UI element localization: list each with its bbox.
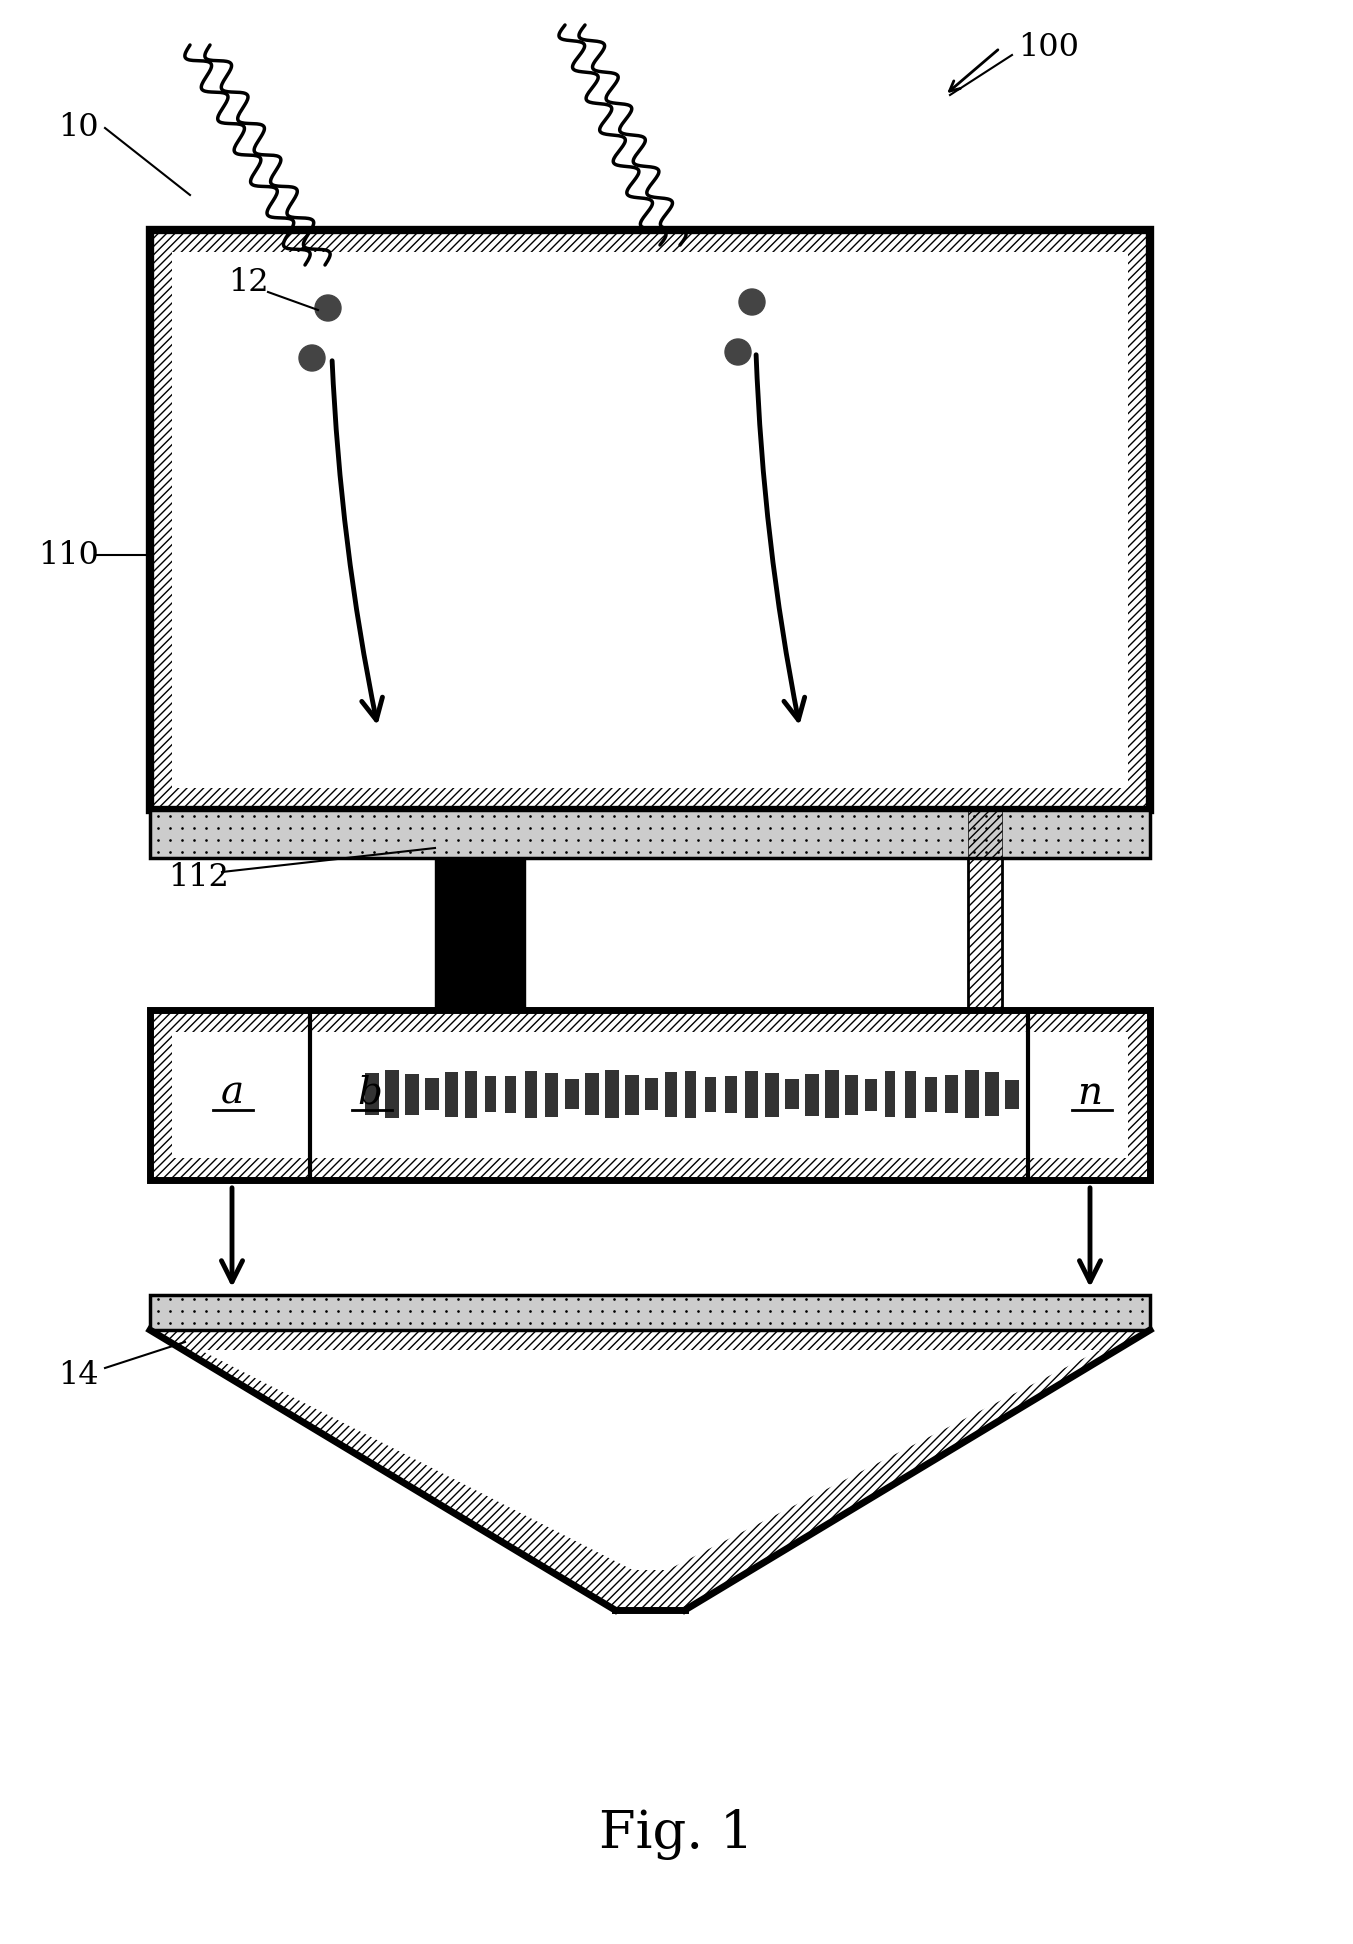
Bar <box>764 1073 778 1118</box>
Bar <box>967 811 1003 857</box>
Text: 10: 10 <box>58 113 99 144</box>
Bar <box>846 1075 858 1116</box>
Bar <box>405 1075 419 1116</box>
Text: 12: 12 <box>229 268 269 299</box>
Bar <box>967 857 1003 1011</box>
Bar <box>925 1077 938 1112</box>
Bar <box>685 1071 695 1118</box>
Text: 100: 100 <box>1017 33 1078 64</box>
Bar <box>386 1069 399 1118</box>
Bar <box>666 1071 676 1118</box>
Bar <box>150 811 1150 857</box>
Bar <box>150 1295 1150 1330</box>
Bar <box>605 1069 618 1118</box>
Bar <box>805 1073 819 1116</box>
Bar <box>905 1071 916 1118</box>
Bar <box>967 857 1003 1011</box>
Bar <box>944 1075 958 1114</box>
Bar <box>645 1079 658 1110</box>
Bar <box>746 1071 758 1118</box>
Bar <box>865 1079 877 1112</box>
Text: 110: 110 <box>38 540 99 570</box>
Bar <box>150 1011 1150 1180</box>
Bar <box>436 857 525 1011</box>
Bar <box>825 1069 839 1118</box>
Text: a: a <box>221 1075 244 1112</box>
Bar <box>545 1073 557 1118</box>
Bar <box>584 1073 599 1116</box>
Bar <box>150 229 1150 811</box>
Bar <box>566 1079 579 1108</box>
Text: Fig. 1: Fig. 1 <box>599 1810 754 1860</box>
Circle shape <box>315 295 341 321</box>
Bar <box>150 229 1150 811</box>
Bar <box>965 1071 978 1118</box>
Circle shape <box>739 290 764 315</box>
Circle shape <box>299 344 325 371</box>
Bar <box>150 811 1150 857</box>
Bar <box>1005 1079 1019 1108</box>
Bar <box>525 1071 537 1118</box>
Bar <box>885 1071 896 1118</box>
Bar <box>445 1071 457 1118</box>
Bar <box>1050 1054 1128 1135</box>
Text: b: b <box>357 1075 383 1112</box>
Text: 14: 14 <box>58 1359 99 1390</box>
Bar <box>150 1295 1150 1330</box>
Bar <box>625 1075 639 1116</box>
Text: n: n <box>1077 1075 1103 1112</box>
Bar <box>425 1079 438 1110</box>
Bar <box>172 253 1128 787</box>
Bar <box>505 1075 515 1114</box>
Bar <box>705 1077 716 1112</box>
Bar <box>172 1032 1128 1159</box>
Bar <box>985 1071 999 1116</box>
Bar <box>725 1075 737 1114</box>
Bar <box>465 1071 476 1118</box>
Circle shape <box>725 338 751 365</box>
Bar <box>785 1079 800 1108</box>
Polygon shape <box>200 1349 1100 1571</box>
Bar <box>150 1011 1150 1180</box>
Bar <box>484 1077 495 1112</box>
Text: 112: 112 <box>168 863 229 894</box>
Bar <box>365 1073 379 1116</box>
